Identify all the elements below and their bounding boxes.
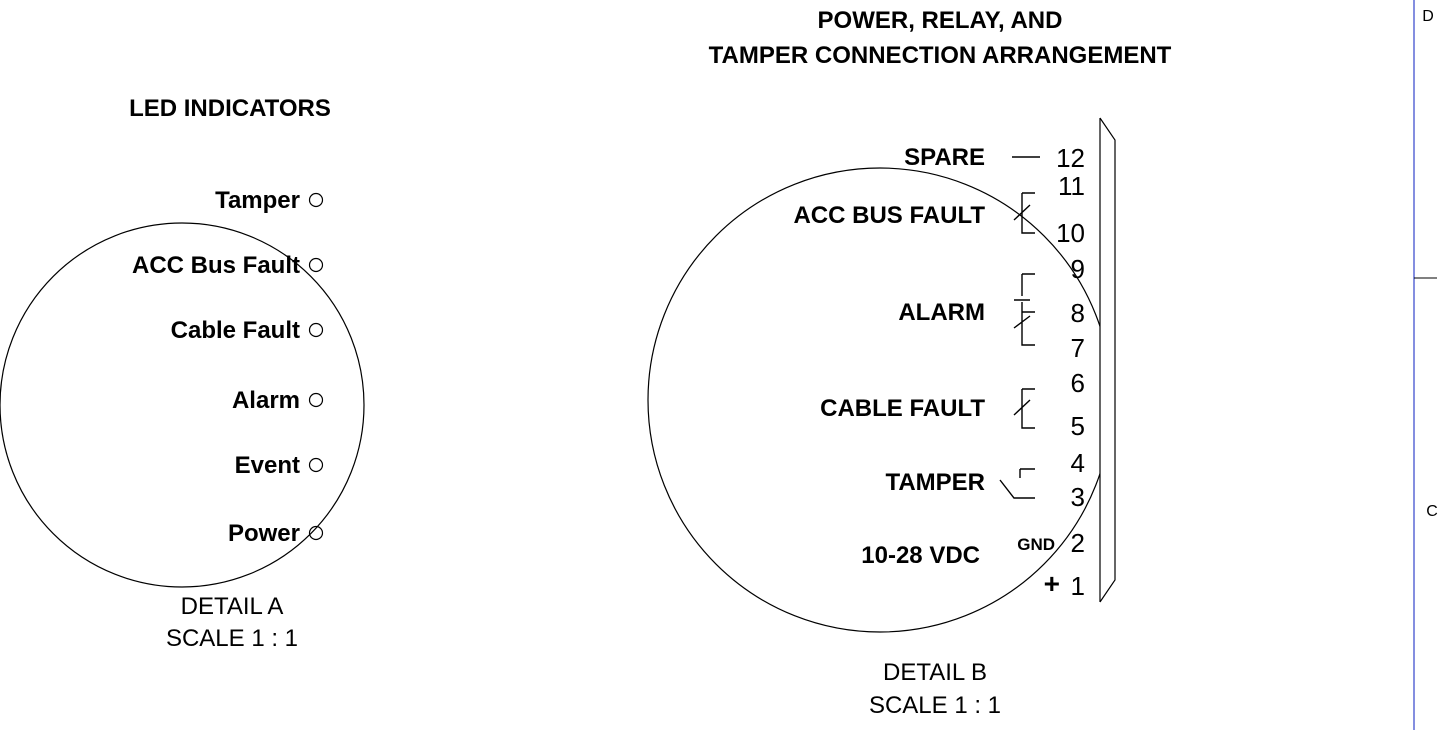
led-label: ACC Bus Fault	[132, 252, 300, 279]
relay-symbol	[999, 468, 1035, 499]
led-label: Event	[235, 452, 300, 479]
terminal-number: 1	[1071, 571, 1085, 601]
relay-symbol	[1013, 192, 1035, 234]
caption: DETAIL A	[181, 593, 284, 620]
terminal-number: 9	[1071, 254, 1085, 284]
terminal-prefix: +	[1044, 568, 1060, 599]
detail-b-circle	[647, 167, 1100, 633]
conn-title: TAMPER CONNECTION ARRANGEMENT	[709, 42, 1172, 69]
terminal-label: SPARE	[904, 144, 985, 171]
led	[308, 392, 324, 408]
terminal-number: 8	[1071, 298, 1085, 328]
led-label: Alarm	[232, 387, 300, 414]
terminal-label: ALARM	[898, 299, 985, 326]
led	[308, 525, 324, 541]
terminal-block	[1099, 117, 1116, 603]
terminal-number: 4	[1071, 448, 1085, 478]
led-label: Tamper	[215, 187, 300, 214]
led	[308, 192, 324, 208]
terminal-number: 5	[1071, 411, 1085, 441]
terminal-number: 2	[1071, 528, 1085, 558]
led-label: Power	[228, 520, 300, 547]
terminal-number: 3	[1071, 482, 1085, 512]
terminal-number: 7	[1071, 333, 1085, 363]
scale: SCALE 1 : 1	[869, 692, 1001, 719]
relay-symbol	[1013, 273, 1035, 346]
terminal-label: ACC BUS FAULT	[793, 202, 985, 229]
terminal-number: 11	[1058, 171, 1085, 201]
led-title: LED INDICATORS	[129, 95, 331, 122]
led	[308, 257, 324, 273]
led-label: Cable Fault	[171, 317, 300, 344]
scale: SCALE 1 : 1	[166, 625, 298, 652]
caption: DETAIL B	[883, 659, 987, 686]
relay-symbol	[1013, 388, 1035, 429]
detail-a-circle	[0, 222, 365, 588]
terminal-number: 10	[1056, 218, 1085, 248]
led	[308, 322, 324, 338]
terminal-number: 6	[1071, 368, 1085, 398]
zone-letter: C	[1426, 503, 1438, 520]
terminal-prefix: GND	[1017, 535, 1055, 554]
zone-letter: D	[1422, 8, 1434, 25]
conn-title: POWER, RELAY, AND	[818, 7, 1063, 34]
terminal-number: 12	[1056, 143, 1085, 173]
terminal-label: 10-28 VDC	[861, 542, 980, 569]
terminal-label: CABLE FAULT	[820, 395, 985, 422]
terminal-label: TAMPER	[885, 469, 985, 496]
led	[308, 457, 324, 473]
